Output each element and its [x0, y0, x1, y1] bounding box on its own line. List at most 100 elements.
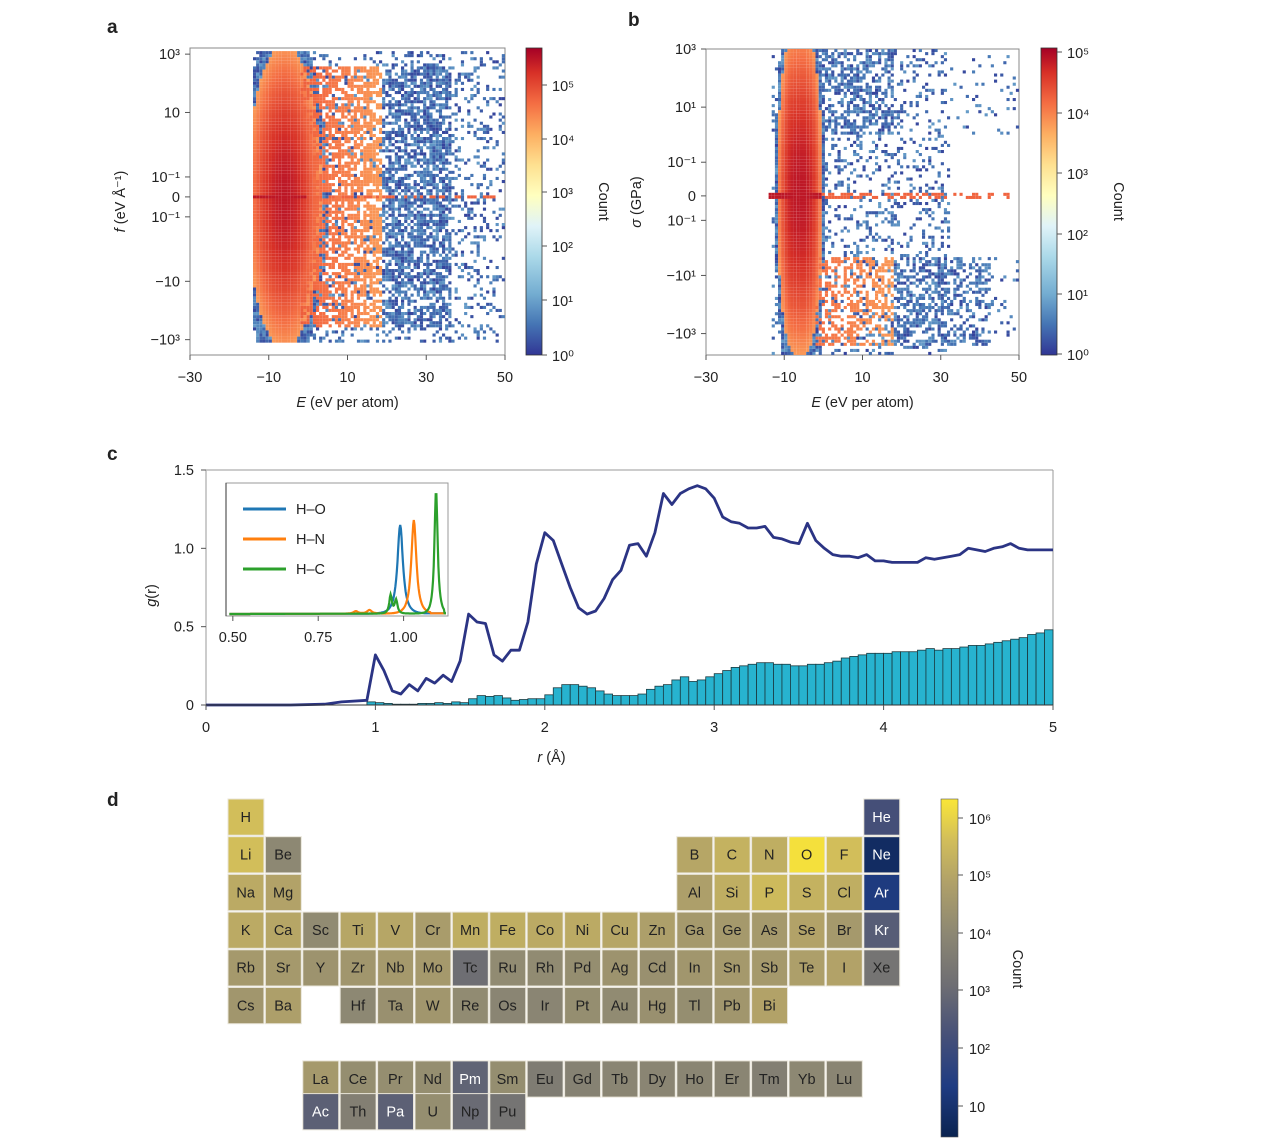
- element-symbol: Cs: [237, 998, 255, 1014]
- x-tick-label: 3: [710, 720, 718, 736]
- element-symbol: Sc: [312, 923, 329, 939]
- element-symbol: P: [764, 885, 774, 901]
- element-symbol: Ti: [352, 923, 364, 939]
- element-symbol: Tm: [759, 1072, 780, 1088]
- element-tile: [489, 1093, 527, 1131]
- element-tile: [339, 949, 377, 987]
- element-symbol: Ca: [274, 923, 293, 939]
- element-cell-p: P: [751, 873, 788, 912]
- histogram-bar: [468, 698, 478, 706]
- histogram-bar: [578, 685, 588, 706]
- element-symbol: Kr: [874, 923, 889, 939]
- colorbar-tick-label: 10: [969, 1100, 985, 1116]
- histogram-bar: [900, 651, 910, 706]
- histogram-bar: [552, 687, 563, 706]
- element-cell-cs: Cs: [227, 987, 265, 1025]
- histogram-bar: [832, 660, 842, 706]
- colorbar-tick-label: 10³: [969, 984, 990, 1000]
- element-symbol: Cl: [837, 885, 851, 901]
- element-cell-y: Y: [302, 949, 340, 987]
- element-tile: [339, 987, 377, 1025]
- x-tick-label: −10: [256, 370, 281, 386]
- element-cell-la: La: [302, 1060, 340, 1098]
- element-tile: [227, 836, 265, 874]
- histogram-bar: [917, 649, 927, 706]
- histogram-bar: [1018, 637, 1028, 706]
- histogram-bar: [840, 657, 851, 706]
- histogram-bar: [688, 681, 698, 706]
- colorbar-label: Count: [1009, 950, 1025, 989]
- element-cell-xe: Xe: [863, 949, 901, 987]
- y-axis-label: g(r): [144, 584, 160, 607]
- element-symbol: Zn: [649, 923, 666, 939]
- histogram-bar: [561, 684, 571, 706]
- element-tile: [377, 1060, 415, 1098]
- histogram-bar: [696, 679, 707, 706]
- element-cell-au: Au: [601, 987, 639, 1025]
- element-tile: [377, 1093, 415, 1131]
- y-tick-label: 0: [688, 189, 696, 205]
- element-tile: [825, 836, 863, 874]
- element-tile: [264, 911, 302, 949]
- element-tile: [751, 911, 788, 949]
- element-tile: [788, 836, 826, 874]
- element-cell-bi: Bi: [751, 987, 788, 1025]
- histogram-bar: [544, 694, 554, 706]
- element-symbol: Ni: [575, 923, 589, 939]
- element-symbol: Fe: [499, 923, 516, 939]
- element-symbol: Xe: [873, 961, 891, 977]
- histogram-bar: [730, 667, 741, 706]
- y-tick-label: −10³: [667, 327, 697, 343]
- element-symbol: Ce: [349, 1072, 368, 1088]
- element-symbol: Nd: [423, 1072, 442, 1088]
- element-cell-sm: Sm: [489, 1060, 527, 1098]
- element-tile: [414, 911, 452, 949]
- element-tile: [564, 987, 601, 1025]
- element-symbol: S: [802, 885, 812, 901]
- histogram-bar: [857, 654, 868, 706]
- colorbar: [940, 798, 959, 1138]
- element-cell-b: B: [676, 836, 714, 874]
- histogram-bar: [773, 663, 783, 706]
- histogram-bar: [705, 676, 715, 706]
- element-cell-th: Th: [339, 1093, 377, 1131]
- element-tile: [825, 1060, 863, 1098]
- histogram-bar: [535, 698, 546, 706]
- histogram-bar: [891, 651, 901, 706]
- colorbar: [525, 47, 543, 356]
- element-symbol: Ho: [685, 1072, 704, 1088]
- element-cell-co: Co: [526, 911, 564, 949]
- x-tick-label: 1: [371, 720, 379, 736]
- element-cell-as: As: [751, 911, 788, 949]
- element-cell-o: O: [788, 836, 826, 874]
- histogram-bar: [739, 665, 749, 706]
- element-tile: [264, 949, 302, 987]
- histogram-bar: [942, 648, 952, 706]
- element-tile: [302, 949, 340, 987]
- histogram-bar: [637, 693, 647, 706]
- element-symbol: Ta: [388, 998, 404, 1014]
- element-tile: [227, 949, 265, 987]
- histogram-bar: [883, 652, 893, 706]
- element-tile: [713, 911, 751, 949]
- histogram-bar: [527, 698, 537, 706]
- colorbar-tick-label: 10³: [552, 186, 573, 202]
- element-symbol: Pd: [573, 961, 591, 977]
- element-tile: [638, 987, 676, 1025]
- histogram-bar: [993, 641, 1003, 706]
- element-cell-al: Al: [676, 873, 714, 912]
- legend-label: H–O: [296, 502, 326, 518]
- element-symbol: Ne: [872, 848, 891, 864]
- element-cell-fe: Fe: [489, 911, 527, 949]
- element-symbol: Au: [611, 998, 629, 1014]
- colorbar-tick-label: 10²: [552, 240, 573, 256]
- histogram-bar: [493, 695, 503, 706]
- element-tile: [863, 798, 901, 836]
- element-symbol: Mg: [273, 885, 293, 901]
- element-cell-sr: Sr: [264, 949, 302, 987]
- colorbar-tick-label: 10⁴: [552, 133, 574, 149]
- histogram-bar: [476, 695, 486, 706]
- histogram-bar: [756, 662, 766, 706]
- panel-label-d: d: [107, 790, 119, 811]
- element-cell-tm: Tm: [751, 1060, 788, 1098]
